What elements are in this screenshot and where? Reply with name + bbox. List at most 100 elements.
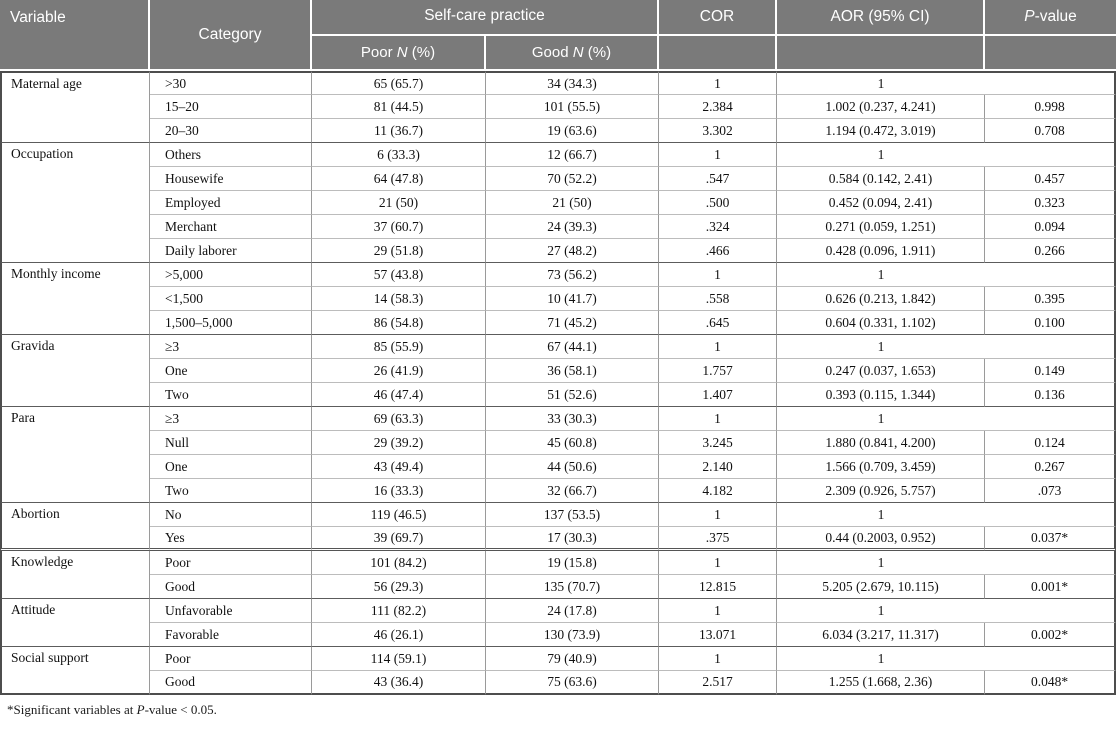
cell-poor-n: 64 (47.8) bbox=[312, 167, 486, 191]
cell-p-value: 0.708 bbox=[985, 119, 1116, 143]
cell-category: Yes bbox=[150, 527, 312, 551]
cell-p-value: 0.100 bbox=[985, 311, 1116, 335]
cell-good-n: 34 (34.3) bbox=[486, 71, 660, 95]
cell-cor: 1.757 bbox=[659, 359, 778, 383]
header-pvalue-spacer bbox=[985, 36, 1116, 71]
cell-variable: Maternal age bbox=[0, 71, 150, 143]
cell-poor-n: 26 (41.9) bbox=[312, 359, 486, 383]
table-body: Maternal age >30 65 (65.7) 34 (34.3) 1 1 15–20… bbox=[0, 71, 1116, 695]
cell-poor-n: 56 (29.3) bbox=[312, 575, 486, 599]
cell-poor-n: 21 (50) bbox=[312, 191, 486, 215]
cell-category: Housewife bbox=[150, 167, 312, 191]
cell-poor-n: 81 (44.5) bbox=[312, 95, 486, 119]
cell-category: Two bbox=[150, 479, 312, 503]
cell-cor: 1 bbox=[659, 647, 778, 671]
cell-poor-n: 46 (47.4) bbox=[312, 383, 486, 407]
cell-poor-n: 39 (69.7) bbox=[312, 527, 486, 551]
cell-category: ≥3 bbox=[150, 335, 312, 359]
cell-good-n: 75 (63.6) bbox=[486, 671, 660, 695]
header-row-2: Poor N (%) Good N (%) bbox=[0, 36, 1116, 71]
cell-good-n: 44 (50.6) bbox=[486, 455, 660, 479]
cell-variable: Monthly income bbox=[0, 263, 150, 335]
cell-good-n: 101 (55.5) bbox=[486, 95, 660, 119]
table-row: One 43 (49.4) 44 (50.6) 2.140 1.566 (0.709, … bbox=[0, 455, 1116, 479]
cell-poor-n: 11 (36.7) bbox=[312, 119, 486, 143]
table-row: Para ≥3 69 (63.3) 33 (30.3) 1 1 bbox=[0, 407, 1116, 503]
cell-aor-reference: 1 bbox=[777, 71, 1116, 95]
cell-cor: 12.815 bbox=[659, 575, 778, 599]
header-category: Category bbox=[150, 0, 312, 71]
cell-cor: 2.140 bbox=[659, 455, 778, 479]
cell-p-value: 0.267 bbox=[985, 455, 1116, 479]
cell-good-n: 67 (44.1) bbox=[486, 335, 660, 359]
cell-poor-n: 16 (33.3) bbox=[312, 479, 486, 503]
table-row: Two 16 (33.3) 32 (66.7) 4.182 2.309 (0.926, … bbox=[0, 479, 1116, 503]
cell-category: Poor bbox=[150, 551, 312, 575]
cell-aor-reference: 1 bbox=[777, 143, 1116, 167]
footnote-post: -value < 0.05. bbox=[144, 702, 217, 717]
cell-category: Favorable bbox=[150, 623, 312, 647]
cell-p-value: 0.136 bbox=[985, 383, 1116, 407]
cell-category: Null bbox=[150, 431, 312, 455]
table-row: Social support Poor 114 (59.1) 79 (40.9) 1 1 bbox=[0, 647, 1116, 695]
header-poor: Poor N (%) bbox=[312, 36, 486, 71]
table-row: Occupation Others 6 (33.3) 12 (66.7) 1 1 bbox=[0, 143, 1116, 263]
cell-aor: 0.428 (0.096, 1.911) bbox=[777, 239, 986, 263]
cell-p-value: 0.094 bbox=[985, 215, 1116, 239]
cell-variable: Social support bbox=[0, 647, 150, 695]
cell-poor-n: 14 (58.3) bbox=[312, 287, 486, 311]
cell-good-n: 71 (45.2) bbox=[486, 311, 660, 335]
table-row: Good 56 (29.3) 135 (70.7) 12.815 5.205 (2.67… bbox=[0, 575, 1116, 599]
cell-variable: Knowledge bbox=[0, 551, 150, 599]
cell-cor: 1 bbox=[659, 143, 778, 167]
header-cor-spacer bbox=[659, 36, 778, 71]
cell-p-value: 0.998 bbox=[985, 95, 1116, 119]
cell-p-value: 0.124 bbox=[985, 431, 1116, 455]
cell-category: Poor bbox=[150, 647, 312, 671]
cell-good-n: 51 (52.6) bbox=[486, 383, 660, 407]
cell-cor: 1 bbox=[659, 263, 778, 287]
cell-poor-n: 43 (49.4) bbox=[312, 455, 486, 479]
cell-poor-n: 111 (82.2) bbox=[312, 599, 486, 623]
cell-category: 15–20 bbox=[150, 95, 312, 119]
header-row-1: Variable Category Self-care practice COR… bbox=[0, 0, 1116, 71]
p-suffix: -value bbox=[1034, 8, 1077, 25]
cell-good-n: 27 (48.2) bbox=[486, 239, 660, 263]
cell-cor: 2.384 bbox=[659, 95, 778, 119]
cell-variable: Attitude bbox=[0, 599, 150, 647]
cell-aor: 2.309 (0.926, 5.757) bbox=[777, 479, 986, 503]
cell-good-n: 21 (50) bbox=[486, 191, 660, 215]
cell-poor-n: 29 (51.8) bbox=[312, 239, 486, 263]
table-row: Employed 21 (50) 21 (50) .500 0.452 (0.094, … bbox=[0, 191, 1116, 215]
table-row: Monthly income >5,000 57 (43.8) 73 (56.2) 1 1 bbox=[0, 263, 1116, 335]
cell-aor-reference: 1 bbox=[777, 503, 1116, 527]
cell-cor: .466 bbox=[659, 239, 778, 263]
table-row: 15–20 81 (44.5) 101 (55.5) 2.384 1.002 (0.23… bbox=[0, 95, 1116, 119]
cell-cor: 1 bbox=[659, 503, 778, 527]
cell-variable: Gravida bbox=[0, 335, 150, 407]
cell-category: Unfavorable bbox=[150, 599, 312, 623]
cell-good-n: 19 (63.6) bbox=[486, 119, 660, 143]
cell-poor-n: 101 (84.2) bbox=[312, 551, 486, 575]
footnote-p-italic: P bbox=[136, 702, 145, 717]
cell-category: Daily laborer bbox=[150, 239, 312, 263]
cell-category: Merchant bbox=[150, 215, 312, 239]
cell-cor: 4.182 bbox=[659, 479, 778, 503]
cell-aor: 0.271 (0.059, 1.251) bbox=[777, 215, 986, 239]
cell-category: Employed bbox=[150, 191, 312, 215]
cell-poor-n: 29 (39.2) bbox=[312, 431, 486, 455]
table-row: Yes 39 (69.7) 17 (30.3) .375 0.44 (0.2003, 0… bbox=[0, 527, 1116, 551]
cell-good-n: 36 (58.1) bbox=[486, 359, 660, 383]
cell-poor-n: 86 (54.8) bbox=[312, 311, 486, 335]
poor-label: Poor bbox=[360, 44, 397, 61]
table-row: <1,500 14 (58.3) 10 (41.7) .558 0.626 (0.213… bbox=[0, 287, 1116, 311]
cell-p-value: 0.395 bbox=[985, 287, 1116, 311]
cell-good-n: 32 (66.7) bbox=[486, 479, 660, 503]
table-row: Gravida ≥3 85 (55.9) 67 (44.1) 1 1 bbox=[0, 335, 1116, 407]
cell-poor-n: 43 (36.4) bbox=[312, 671, 486, 695]
cell-good-n: 70 (52.2) bbox=[486, 167, 660, 191]
cell-good-n: 33 (30.3) bbox=[486, 407, 660, 431]
table-footnote: *Significant variables at P-value < 0.05… bbox=[0, 702, 1116, 718]
table-row: Daily laborer 29 (51.8) 27 (48.2) .466 0.428… bbox=[0, 239, 1116, 263]
cell-cor: .645 bbox=[659, 311, 778, 335]
